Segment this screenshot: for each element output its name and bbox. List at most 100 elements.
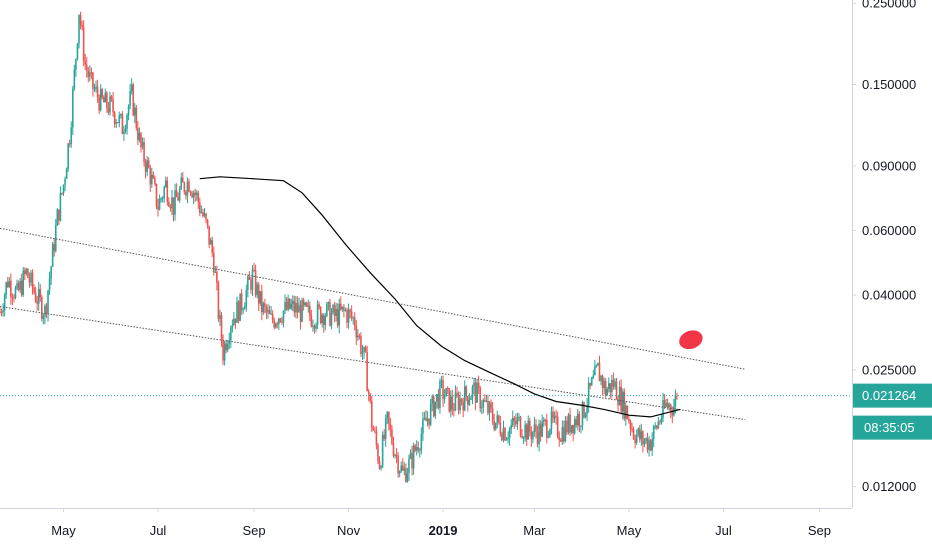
candle-body	[423, 417, 426, 419]
candle-body	[144, 161, 147, 172]
candle-body	[41, 297, 43, 319]
candle-body	[440, 380, 443, 382]
candle-body	[195, 192, 198, 195]
candle-body	[276, 323, 279, 325]
candle-body	[532, 431, 534, 440]
candle-body	[442, 380, 444, 399]
candle-body	[651, 439, 653, 451]
plot-area[interactable]	[0, 11, 852, 483]
candle-body	[254, 269, 257, 296]
candle-body	[446, 388, 449, 390]
candle-body	[372, 427, 375, 431]
candle-body	[242, 309, 245, 311]
candle-body	[281, 321, 283, 323]
candle-body	[395, 455, 398, 457]
candle-body	[253, 269, 255, 271]
candle-body	[634, 438, 636, 443]
price-axis[interactable]: 0.250000 0.150000 0.090000 0.060000 0.040000…	[852, 0, 916, 508]
candle-body	[158, 198, 161, 210]
time-tick-label: May	[51, 523, 76, 538]
candle-body	[312, 325, 314, 327]
time-axis[interactable]: May Jul Sep Nov 2019 Mar May Jul Sep	[0, 508, 852, 538]
candle-body	[366, 351, 368, 392]
candle-body	[44, 305, 46, 317]
candle-body	[518, 416, 520, 418]
time-tick-label: Mar	[523, 523, 546, 538]
candle-body	[78, 14, 80, 44]
candle-body	[535, 424, 537, 432]
candle-body	[104, 92, 107, 103]
price-tick-label: 0.060000	[862, 223, 916, 238]
candle-body	[251, 269, 254, 290]
candle-body	[234, 318, 237, 323]
candle-body	[155, 183, 158, 207]
candle-body	[541, 421, 543, 437]
candle-body	[123, 131, 125, 135]
candle-body	[364, 346, 367, 352]
candle-body	[676, 395, 678, 397]
candle-body	[313, 325, 316, 329]
candle-body	[666, 402, 669, 407]
candle-body	[243, 306, 246, 310]
annotation-marker[interactable]	[677, 327, 706, 352]
candle-body	[171, 197, 173, 209]
candle-body	[375, 431, 378, 446]
candle-body	[657, 421, 660, 429]
candle-body	[363, 346, 365, 353]
candle-body	[555, 415, 557, 417]
candle-body	[401, 465, 404, 471]
candle-body	[629, 421, 632, 429]
price-tick-label: 0.090000	[862, 158, 916, 173]
candle-body	[567, 414, 570, 433]
candle-body	[388, 411, 390, 424]
candle-body	[56, 209, 59, 226]
candle-body	[309, 305, 311, 316]
candle-body	[3, 294, 6, 311]
candle-body	[36, 301, 38, 304]
candle-body	[326, 303, 328, 317]
candle-body	[597, 362, 599, 366]
candle-body	[256, 284, 258, 296]
price-tick-label: 0.250000	[862, 0, 916, 11]
candle-body	[13, 297, 15, 299]
candle-body	[507, 438, 509, 440]
candle-body	[349, 309, 351, 312]
candle-body	[27, 268, 29, 278]
candle-body	[62, 184, 65, 194]
candle-body	[295, 302, 297, 313]
candle-body	[115, 122, 117, 124]
candle-body	[20, 280, 23, 295]
candle-body	[135, 107, 138, 129]
candle-body	[192, 192, 195, 198]
candle-body	[510, 425, 512, 429]
candle-body	[37, 289, 40, 304]
candle-body	[10, 280, 12, 297]
candle-body	[231, 325, 234, 328]
candle-body	[95, 86, 97, 89]
candle-body	[222, 340, 224, 361]
candle-body	[449, 396, 452, 412]
candle-body	[625, 405, 627, 419]
candle-body	[580, 425, 582, 427]
candle-body	[146, 160, 148, 172]
candle-body	[609, 383, 612, 393]
candle-body	[92, 72, 94, 89]
candle-body	[157, 206, 159, 210]
candle-body	[102, 97, 105, 103]
candle-body	[487, 400, 489, 414]
candle-body	[350, 311, 353, 318]
candle-body	[445, 388, 447, 397]
candle-body	[394, 455, 396, 457]
candle-body	[169, 206, 172, 209]
trendline-lower[interactable]	[0, 306, 746, 421]
candle-body	[498, 415, 500, 423]
candle-body	[552, 411, 554, 419]
candle-body	[166, 180, 169, 203]
trendline-upper[interactable]	[0, 227, 746, 370]
candle-body	[524, 424, 526, 438]
candle-body	[519, 416, 522, 436]
candle-body	[237, 301, 240, 322]
candle-body	[203, 213, 206, 216]
